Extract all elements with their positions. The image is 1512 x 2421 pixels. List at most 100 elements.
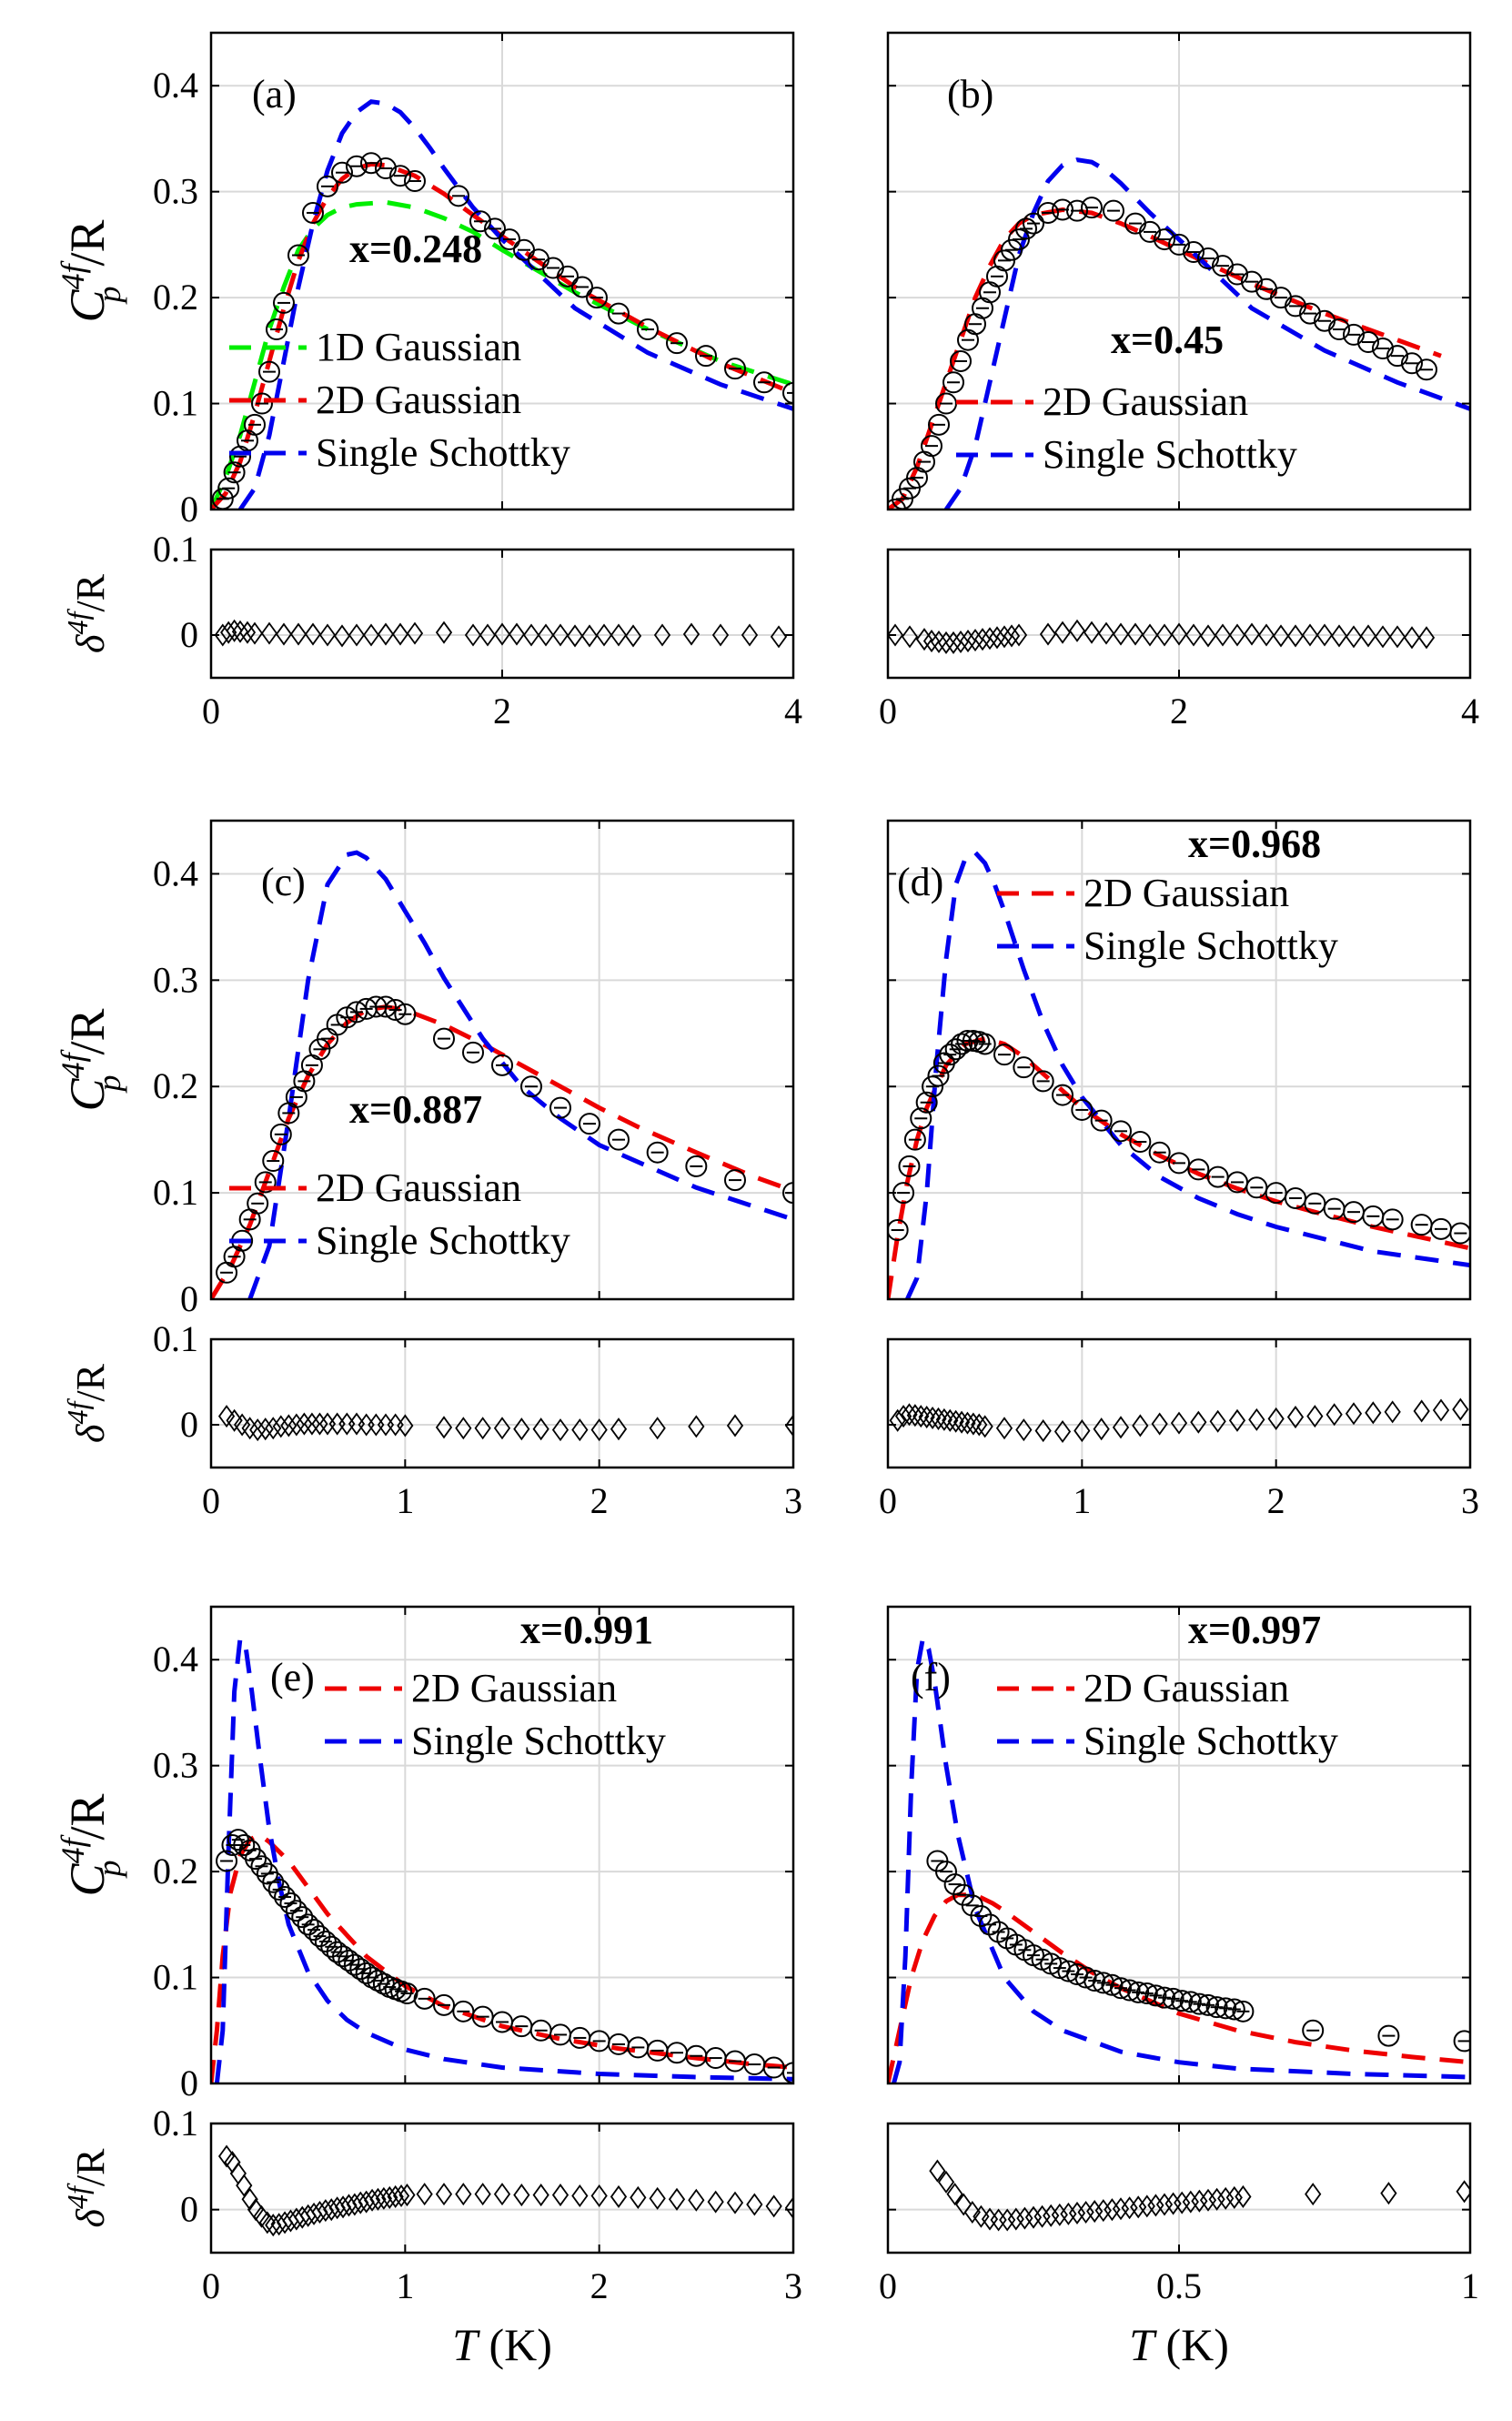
data-point-circle bbox=[915, 1091, 938, 1114]
data-point-circle bbox=[338, 1949, 360, 1972]
legend-label-sch: Single Schottky bbox=[316, 1218, 570, 1263]
data-point bbox=[1187, 1158, 1210, 1181]
y-axis-label-residual: δ4f/R bbox=[61, 573, 113, 653]
data-point bbox=[1127, 1981, 1150, 2003]
residual-marker bbox=[226, 619, 243, 642]
ticks bbox=[210, 1607, 794, 2253]
residual-marker bbox=[1170, 622, 1188, 646]
data-point-circle bbox=[273, 291, 295, 314]
residual-marker bbox=[955, 2193, 973, 2216]
data-point-circle bbox=[1183, 241, 1205, 264]
residual-marker bbox=[1034, 1419, 1052, 1443]
data-point bbox=[331, 161, 353, 184]
residual-marker bbox=[522, 623, 540, 647]
data-point-circle bbox=[269, 1123, 292, 1145]
data-point-circle bbox=[888, 1219, 909, 1242]
residual-marker bbox=[952, 630, 970, 654]
tick-labels: 00.10.20.30.400.10 1 2 3 bbox=[153, 1639, 802, 2306]
ylabel-sup: 4f bbox=[55, 1834, 91, 1864]
residual-marker bbox=[1209, 1409, 1226, 1433]
composition-label: x=0.45 bbox=[1111, 318, 1224, 362]
residual-marker bbox=[1112, 2197, 1130, 2221]
data-point bbox=[1381, 1208, 1404, 1231]
data-point-circle bbox=[384, 999, 407, 1022]
data-point-circle bbox=[782, 1182, 793, 1205]
residual-marker bbox=[571, 2184, 589, 2208]
data-point-circle bbox=[258, 360, 280, 383]
residual-marker bbox=[964, 1412, 982, 1436]
x-tick-label: 2 bbox=[1170, 691, 1188, 731]
x-axis-label: T (K) bbox=[1129, 2319, 1229, 2370]
data-point-circle bbox=[979, 1913, 1001, 1936]
residual-marker bbox=[217, 1405, 236, 1428]
resid-y-tick-label: 0 bbox=[180, 614, 198, 655]
data-point bbox=[317, 175, 338, 197]
residual-marker bbox=[571, 1418, 589, 1442]
y-tick-label: 0.4 bbox=[153, 852, 198, 893]
residual-marker bbox=[995, 1417, 1013, 1440]
data-point-circle bbox=[233, 1834, 256, 1856]
data-point bbox=[1110, 1120, 1132, 1143]
residual-marker bbox=[946, 2183, 963, 2206]
residual-marker bbox=[1138, 2194, 1155, 2218]
ylabel-base: C bbox=[60, 1863, 115, 1897]
residual-marker bbox=[435, 620, 453, 644]
data-point-circle bbox=[782, 2062, 793, 2083]
rlabel-sup: 4f bbox=[61, 1398, 94, 1425]
residual-marker bbox=[976, 1415, 993, 1438]
residual-marker bbox=[362, 623, 380, 647]
main-axes-box bbox=[886, 819, 1472, 1301]
y-tick-label: 0.2 bbox=[153, 277, 198, 318]
residual-marker bbox=[923, 1406, 942, 1430]
main-plot bbox=[888, 1631, 1470, 2083]
residual-marker bbox=[963, 2200, 981, 2224]
data-point bbox=[1008, 228, 1030, 251]
tick-labels: 0 0.5 1 bbox=[879, 2265, 1479, 2306]
data-point-circle bbox=[1037, 201, 1059, 224]
series-line-sch bbox=[214, 1630, 793, 2083]
residual-plot bbox=[889, 1397, 1469, 1444]
x-tick-label: 4 bbox=[1461, 691, 1479, 731]
legend: 2D Gaussian Single Schottky bbox=[229, 1165, 570, 1263]
data-point-circle bbox=[223, 461, 246, 484]
residual-marker bbox=[397, 1414, 414, 1437]
residual-marker bbox=[930, 630, 948, 654]
main-axes-box bbox=[209, 1605, 795, 2085]
data-point-circle bbox=[1129, 1131, 1152, 1154]
data-point bbox=[262, 1150, 285, 1173]
residual-marker bbox=[532, 1417, 549, 1441]
residual-marker bbox=[1068, 619, 1086, 642]
residual-marker bbox=[1121, 2196, 1138, 2220]
data-point bbox=[1449, 1222, 1470, 1245]
data-point-circle bbox=[297, 1913, 319, 1936]
x-axis-label-unit: (K) bbox=[1154, 2319, 1229, 2370]
data-point-circle bbox=[1110, 1120, 1132, 1143]
residual-marker bbox=[953, 1410, 971, 1434]
data-point bbox=[491, 1054, 513, 1076]
legend-label-sch: Single Schottky bbox=[1084, 923, 1338, 968]
data-point bbox=[251, 392, 273, 415]
data-point-circle bbox=[1205, 1996, 1228, 2019]
data-point-circle bbox=[349, 1958, 372, 1981]
data-point bbox=[1144, 1984, 1167, 2007]
data-point bbox=[549, 1096, 571, 1119]
data-point-circle bbox=[1154, 228, 1175, 251]
y-tick-label: 0.4 bbox=[153, 1639, 198, 1680]
data-point-circle bbox=[1197, 1993, 1219, 2016]
data-point bbox=[1090, 1109, 1113, 1132]
residual-marker bbox=[915, 628, 933, 651]
data-point-circle bbox=[753, 371, 775, 394]
legend-label-sch: Single Schottky bbox=[411, 1719, 666, 1763]
series-line-g2 bbox=[888, 1892, 1470, 2083]
data-point bbox=[1084, 1970, 1106, 1992]
series-line-sch bbox=[247, 850, 793, 1299]
y-tick-label: 0.2 bbox=[153, 1851, 198, 1891]
data-point-circle bbox=[343, 1953, 366, 1976]
ylabel-sub: p bbox=[91, 1860, 127, 1879]
data-point bbox=[888, 1219, 909, 1242]
data-point-circle bbox=[1386, 345, 1408, 368]
residual-marker bbox=[537, 623, 555, 647]
residual-marker bbox=[333, 624, 351, 648]
